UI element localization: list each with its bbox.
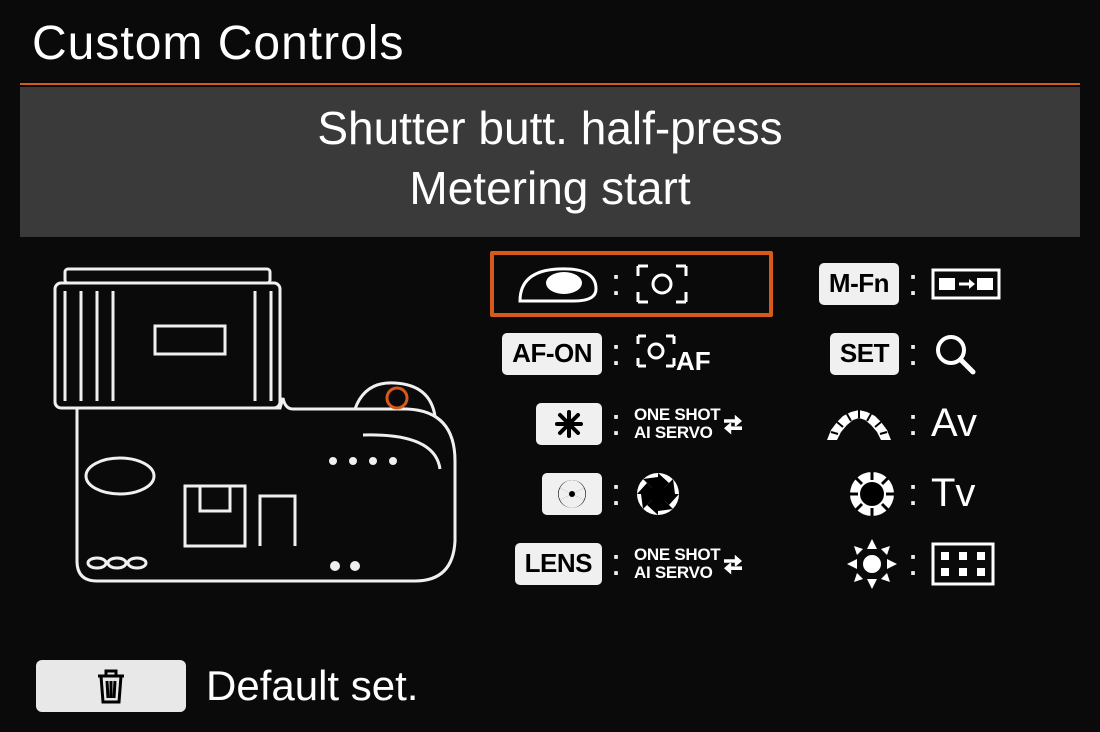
rear-dial-icon: [845, 467, 899, 521]
title-divider: [20, 83, 1080, 85]
aperture-open-icon: [634, 470, 682, 518]
af-point-grid-icon: [931, 542, 995, 586]
metering-icon: [634, 262, 690, 306]
tv-label: Tv: [931, 471, 975, 516]
metering-af-icon: AF: [634, 332, 714, 376]
star-badge-icon: [536, 403, 602, 445]
swap-box-icon: [931, 264, 1001, 304]
controls-grid: : M-Fn :: [490, 251, 1080, 652]
m-fn-badge: M-Fn: [819, 263, 899, 305]
ai-servo-label: AI SERVO: [634, 424, 720, 442]
av-label: Av: [931, 401, 977, 446]
control-main-dial[interactable]: : Av: [787, 391, 1070, 457]
camera-diagram: [20, 251, 490, 652]
swap-arrow-icon: [724, 552, 744, 576]
af-on-badge: AF-ON: [502, 333, 602, 375]
default-set-label: Default set.: [206, 662, 418, 710]
page-title: Custom Controls: [20, 12, 1080, 83]
default-set-button[interactable]: [36, 660, 186, 712]
control-ae-lock[interactable]: : ONE SHOT AI SERVO: [490, 391, 773, 457]
camera-top-view-icon: [35, 261, 475, 601]
control-shutter-half-press[interactable]: :: [490, 251, 773, 317]
shutter-button-icon: [514, 261, 602, 307]
one-shot-label: ONE SHOT: [634, 406, 720, 424]
current-setting-bar: Shutter butt. half-press Metering start: [20, 87, 1080, 237]
control-quick-dial[interactable]: : Tv: [787, 461, 1070, 527]
front-dial-icon: [819, 404, 899, 444]
control-multi-controller[interactable]: :: [787, 531, 1070, 597]
one-shot-label-2: ONE SHOT: [634, 546, 720, 564]
control-set[interactable]: SET :: [787, 321, 1070, 387]
setting-value: Metering start: [20, 159, 1080, 219]
lens-badge: LENS: [515, 543, 602, 585]
multi-controller-icon: [845, 537, 899, 591]
control-af-on[interactable]: AF-ON : AF: [490, 321, 773, 387]
trash-icon: [94, 666, 128, 706]
custom-controls-screen: Custom Controls Shutter butt. half-press…: [0, 0, 1100, 732]
svg-text:AF: AF: [676, 346, 711, 376]
setting-name: Shutter butt. half-press: [20, 99, 1080, 159]
control-dof-preview[interactable]: :: [490, 461, 773, 527]
aperture-badge-icon: [542, 473, 602, 515]
content-area: : M-Fn :: [20, 237, 1080, 652]
control-lens-button[interactable]: LENS : ONE SHOT AI SERVO: [490, 531, 773, 597]
set-badge: SET: [830, 333, 899, 375]
swap-arrow-icon: [724, 412, 744, 436]
magnify-icon: [931, 330, 979, 378]
control-m-fn[interactable]: M-Fn :: [787, 251, 1070, 317]
ai-servo-label-2: AI SERVO: [634, 564, 720, 582]
footer-bar: Default set.: [20, 652, 1080, 712]
